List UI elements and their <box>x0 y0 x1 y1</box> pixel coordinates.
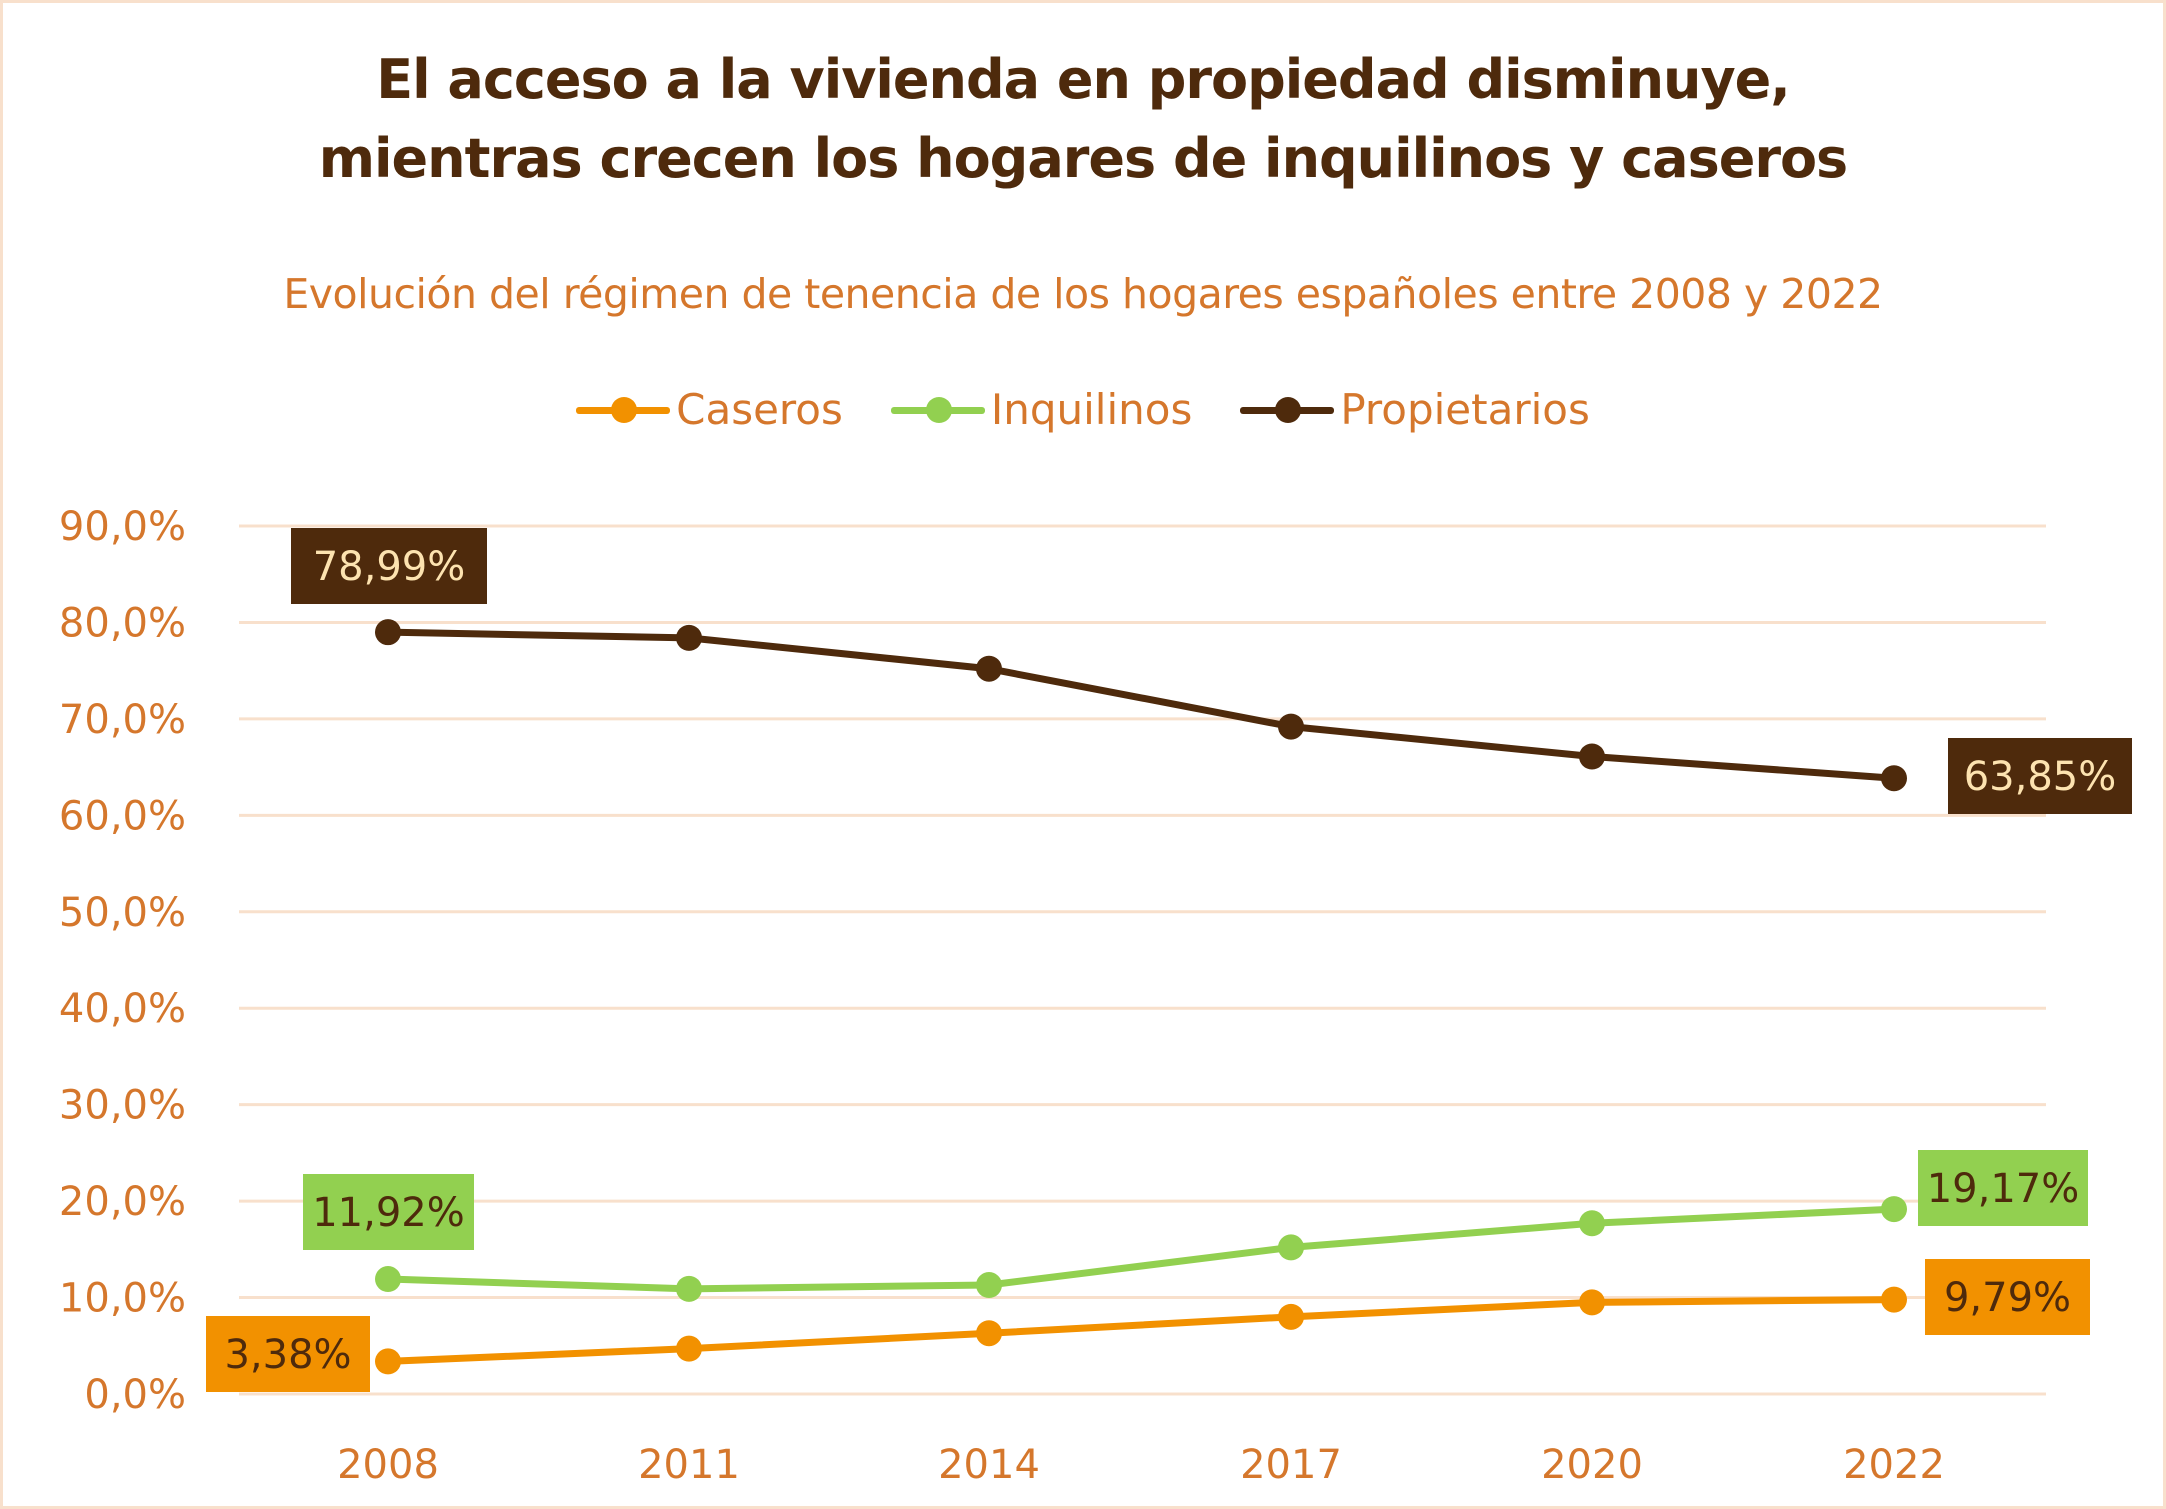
y-tick-label: 40,0% <box>59 986 186 1032</box>
data-label-box-inquilinos <box>303 1174 474 1250</box>
legend: Caseros Inquilinos Propietarios <box>0 385 2166 434</box>
x-tick-label: 2017 <box>1240 1442 1342 1488</box>
data-label-box-propietarios <box>1948 738 2132 814</box>
chart-title: El acceso a la vivienda en propiedad dis… <box>0 40 2166 198</box>
data-point-inquilinos <box>1579 1210 1605 1237</box>
data-label-box-inquilinos <box>1918 1150 2088 1226</box>
data-point-propietarios <box>1881 765 1907 792</box>
title-line-2: mientras crecen los hogares de inquilino… <box>318 127 1848 190</box>
data-point-propietarios <box>1579 743 1605 770</box>
x-tick-label: 2022 <box>1843 1442 1945 1488</box>
y-tick-label: 30,0% <box>59 1083 186 1129</box>
x-tick-label: 2014 <box>938 1442 1040 1488</box>
x-tick-label: 2011 <box>638 1442 740 1488</box>
y-tick-label: 70,0% <box>59 697 186 743</box>
legend-marker-caseros <box>576 395 671 425</box>
x-tick-label: 2008 <box>337 1442 439 1488</box>
data-label-propietarios: 78,99% <box>313 544 466 590</box>
data-label-inquilinos: 11,92% <box>312 1190 465 1236</box>
legend-marker-propietarios <box>1240 395 1335 425</box>
x-tick-label: 2020 <box>1541 1442 1643 1488</box>
y-tick-label: 10,0% <box>59 1276 186 1322</box>
data-label-inquilinos: 19,17% <box>1927 1166 2080 1212</box>
legend-label-propietarios: Propietarios <box>1340 385 1590 434</box>
data-point-inquilinos <box>1278 1234 1304 1261</box>
legend-item-caseros: Caseros <box>576 385 843 434</box>
y-tick-label: 90,0% <box>59 504 186 550</box>
data-point-caseros <box>375 1348 401 1375</box>
y-tick-label: 20,0% <box>59 1179 186 1225</box>
data-point-inquilinos <box>375 1266 401 1293</box>
legend-marker-inquilinos <box>890 395 985 425</box>
data-point-caseros <box>976 1320 1002 1347</box>
y-tick-label: 80,0% <box>59 600 186 646</box>
data-label-box-caseros <box>1925 1259 2090 1335</box>
y-tick-label: 0,0% <box>84 1372 186 1418</box>
data-point-caseros <box>1881 1286 1907 1313</box>
data-point-propietarios <box>676 624 702 651</box>
series-line-propietarios <box>387 628 1895 782</box>
data-point-caseros <box>1579 1289 1605 1316</box>
legend-label-inquilinos: Inquilinos <box>990 385 1193 434</box>
data-label-caseros: 3,38% <box>224 1332 351 1378</box>
legend-item-propietarios: Propietarios <box>1240 385 1590 434</box>
data-point-caseros <box>676 1335 702 1362</box>
data-label-propietarios: 63,85% <box>1964 754 2117 800</box>
series-line-inquilinos <box>387 1205 1895 1293</box>
chart-subtitle: Evolución del régimen de tenencia de los… <box>283 270 1883 318</box>
data-point-caseros <box>1278 1303 1304 1330</box>
data-point-inquilinos <box>1881 1196 1907 1223</box>
data-label-box-propietarios <box>291 528 487 604</box>
data-point-propietarios <box>976 655 1002 682</box>
legend-label-caseros: Caseros <box>676 385 843 434</box>
data-point-inquilinos <box>676 1275 702 1302</box>
y-tick-label: 50,0% <box>59 890 186 936</box>
legend-item-inquilinos: Inquilinos <box>890 385 1193 434</box>
title-line-1: El acceso a la vivienda en propiedad dis… <box>376 48 1791 111</box>
y-tick-label: 60,0% <box>59 793 186 839</box>
data-point-propietarios <box>375 619 401 646</box>
series-line-caseros <box>387 1296 1895 1365</box>
data-point-inquilinos <box>976 1272 1002 1299</box>
data-point-propietarios <box>1278 713 1304 740</box>
data-label-caseros: 9,79% <box>1944 1275 2071 1321</box>
data-label-box-caseros <box>206 1316 370 1392</box>
